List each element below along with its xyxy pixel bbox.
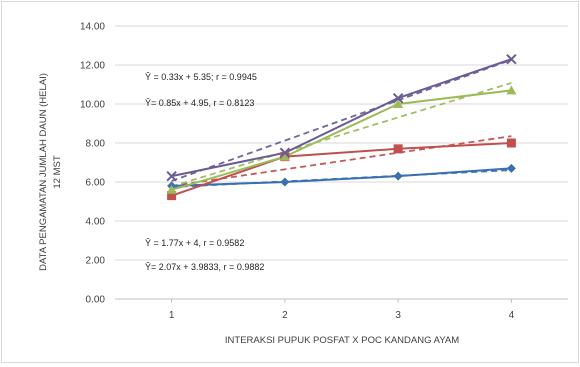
data-point <box>506 163 516 173</box>
data-point <box>280 177 290 187</box>
data-point <box>392 92 404 104</box>
y-axis-title-line1: DATA PENGAMATAN JUMLAH DAUN (HELAI) <box>38 73 49 271</box>
series-line-1 <box>171 167 512 187</box>
y-tick-label: 8.00 <box>86 139 106 150</box>
trendline-3 <box>171 82 512 188</box>
data-point <box>393 144 403 154</box>
data-point <box>393 99 404 108</box>
line-chart: 0.00 2.00 4.00 6.00 8.00 10.00 12.00 14.00 1 2 3 4… <box>38 22 568 346</box>
series-line-2 <box>171 142 512 197</box>
data-point <box>506 138 516 148</box>
y-tick-label: 12.00 <box>80 61 105 72</box>
x-tick-label: 3 <box>395 310 401 321</box>
gridlines <box>115 25 568 300</box>
y-tick-label: 4.00 <box>86 217 106 228</box>
series-line-3 <box>171 89 512 191</box>
data-point <box>166 170 177 182</box>
data-point <box>506 53 517 65</box>
series-line-4 <box>171 58 512 178</box>
data-point <box>506 85 517 95</box>
annotation-2: Ŷ= 0.85x + 4.95, r = 0.8123 <box>145 98 254 108</box>
y-axis-title: DATA PENGAMATAN JUMLAH DAUN (HELAI) 12 M… <box>38 73 63 271</box>
y-axis-title-line2: 12 MST <box>52 155 63 188</box>
x-tick-label: 1 <box>169 310 175 321</box>
annotation-3: Ŷ = 1.77x + 4, r = 0.9582 <box>145 238 244 248</box>
data-point <box>166 184 177 194</box>
y-tick-label: 14.00 <box>80 22 105 33</box>
x-axis-title: INTERAKSI PUPUK POSFAT X POC KANDANG AYA… <box>225 335 459 346</box>
trendline-2 <box>171 135 512 187</box>
x-axis-ticks: 1 2 3 4 <box>169 299 515 321</box>
data-point <box>279 147 291 158</box>
y-tick-label: 0.00 <box>86 295 106 306</box>
trendline-4 <box>171 59 512 182</box>
annotation-1: Ŷ = 0.33x + 5.35; r = 0.9945 <box>145 72 257 82</box>
data-point <box>167 191 177 201</box>
y-tick-label: 6.00 <box>86 178 106 189</box>
series-markers <box>166 53 517 201</box>
y-axis-ticks: 0.00 2.00 4.00 6.00 8.00 10.00 12.00 14.00 <box>80 22 105 306</box>
x-tick-label: 2 <box>282 310 288 321</box>
x-tick-label: 4 <box>509 310 515 321</box>
data-point <box>279 151 290 161</box>
annotation-4: Ŷ= 2.07x + 3.9833, r = 0.9882 <box>145 262 264 272</box>
series-lines <box>171 58 512 197</box>
y-tick-label: 2.00 <box>86 256 106 267</box>
y-tick-label: 10.00 <box>80 100 105 111</box>
data-point <box>393 171 403 181</box>
